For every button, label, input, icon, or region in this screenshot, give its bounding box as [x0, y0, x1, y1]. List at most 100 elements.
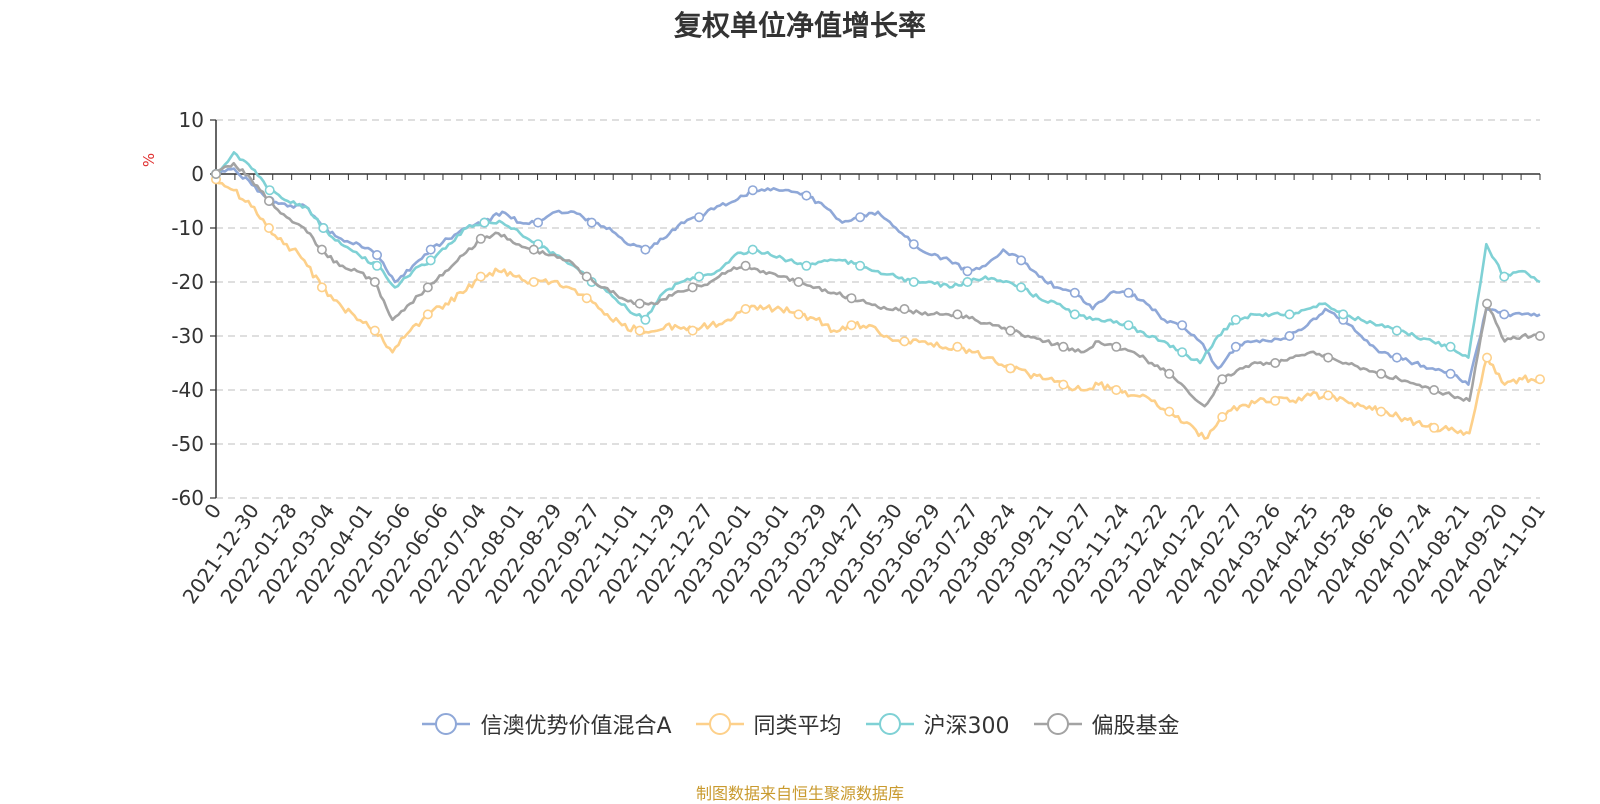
- legend-item[interactable]: 同类平均: [694, 708, 842, 740]
- data-point: [581, 293, 592, 304]
- data-point: [1376, 368, 1387, 379]
- y-tick-label: -50: [171, 432, 204, 456]
- series-line: [215, 151, 1541, 365]
- data-point: [1391, 352, 1402, 363]
- data-point: [425, 244, 436, 255]
- data-point: [740, 260, 751, 271]
- data-point: [1164, 368, 1175, 379]
- y-axis-label: %: [140, 153, 158, 167]
- data-point: [899, 303, 910, 314]
- data-point: [475, 233, 486, 244]
- data-point: [1391, 325, 1402, 336]
- data-point: [747, 185, 758, 196]
- data-point: [747, 244, 758, 255]
- data-point: [740, 303, 751, 314]
- data-point: [1429, 384, 1440, 395]
- data-point: [687, 282, 698, 293]
- data-point: [1111, 341, 1122, 352]
- series-line: [214, 161, 1541, 408]
- legend-marker-icon: [422, 713, 471, 735]
- data-point: [1338, 309, 1349, 320]
- series-lines: [211, 151, 1546, 440]
- legend: 信澳优势价值混合A 同类平均 沪深300 偏股基金: [0, 708, 1600, 740]
- data-point: [846, 293, 857, 304]
- legend-marker-icon: [1033, 713, 1082, 735]
- data-point: [1535, 374, 1546, 385]
- data-point: [528, 276, 539, 287]
- data-point: [687, 325, 698, 336]
- data-point: [952, 341, 963, 352]
- data-point: [1058, 341, 1069, 352]
- data-point: [1217, 374, 1228, 385]
- data-point: [425, 255, 436, 266]
- data-point: [1111, 384, 1122, 395]
- legend-marker-icon: [695, 713, 744, 735]
- data-point: [1445, 341, 1456, 352]
- data-point: [1323, 352, 1334, 363]
- data-point: [581, 271, 592, 282]
- data-point: [634, 325, 645, 336]
- data-point: [316, 244, 327, 255]
- y-tick-label: -60: [171, 486, 204, 510]
- legend-item[interactable]: 信澳优势价值混合A: [420, 708, 672, 740]
- series-line: [214, 178, 1541, 440]
- data-point: [1535, 330, 1546, 341]
- chart-title: 复权单位净值增长率: [673, 9, 926, 42]
- data-point: [369, 276, 380, 287]
- gridlines: [216, 119, 1540, 499]
- y-tick-label: 0: [191, 162, 204, 186]
- legend-item[interactable]: 偏股基金: [1032, 708, 1180, 740]
- data-point: [316, 282, 327, 293]
- data-point: [1284, 330, 1295, 341]
- data-point: [1499, 309, 1510, 320]
- data-point: [1123, 287, 1134, 298]
- data-point: [1482, 298, 1493, 309]
- x-tick-label: 0: [199, 499, 226, 523]
- legend-label: 偏股基金: [1091, 714, 1180, 739]
- data-point: [640, 244, 651, 255]
- y-tick-label: -40: [171, 378, 204, 402]
- data-point: [1058, 379, 1069, 390]
- data-point: [1376, 406, 1387, 417]
- data-point: [793, 309, 804, 320]
- data-point: [1230, 314, 1241, 325]
- data-point: [1217, 411, 1228, 422]
- data-point: [528, 244, 539, 255]
- data-point: [1164, 406, 1175, 417]
- legend-label: 同类平均: [753, 714, 842, 739]
- data-point: [952, 309, 963, 320]
- data-point: [801, 260, 812, 271]
- data-point: [1284, 309, 1295, 320]
- data-point: [694, 212, 705, 223]
- legend-item[interactable]: 沪深300: [864, 708, 1010, 740]
- data-point: [962, 276, 973, 287]
- data-point: [475, 271, 486, 282]
- data-point: [1177, 320, 1188, 331]
- legend-label: 沪深300: [923, 714, 1010, 739]
- data-point: [1016, 255, 1027, 266]
- y-tick-label: -20: [171, 270, 204, 294]
- data-point: [1016, 282, 1027, 293]
- data-point: [369, 325, 380, 336]
- data-point: [479, 217, 490, 228]
- data-point: [962, 266, 973, 277]
- data-point: [793, 276, 804, 287]
- data-point: [1482, 352, 1493, 363]
- data-point: [899, 336, 910, 347]
- y-tick-label: 10: [179, 108, 204, 132]
- data-point: [1270, 395, 1281, 406]
- y-tick-label: -10: [171, 216, 204, 240]
- data-point: [372, 250, 383, 261]
- legend-label: 信澳优势价值混合A: [480, 714, 672, 739]
- data-point: [372, 260, 383, 271]
- data-point: [634, 298, 645, 309]
- data-point: [1177, 347, 1188, 358]
- data-point: [263, 196, 274, 207]
- data-point: [318, 223, 329, 234]
- data-point: [1005, 363, 1016, 374]
- source-note: 制图数据来自恒生聚源数据库: [695, 784, 904, 803]
- data-point: [1270, 357, 1281, 368]
- data-point: [908, 276, 919, 287]
- data-point: [1123, 320, 1134, 331]
